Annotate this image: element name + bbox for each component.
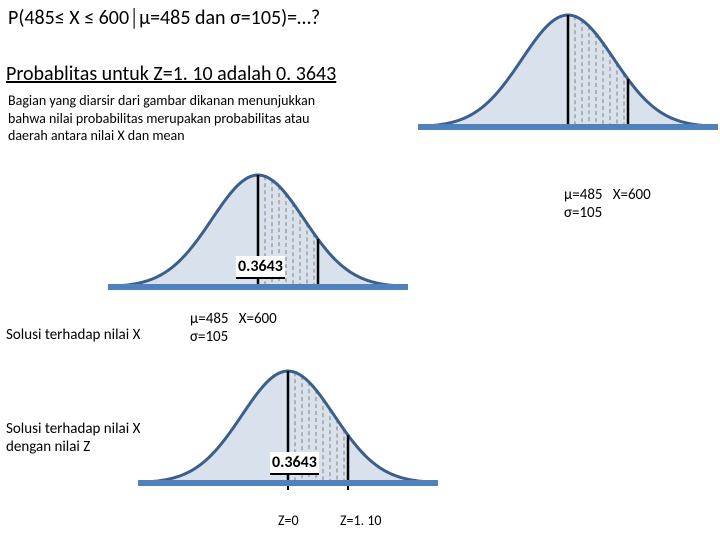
curve3-value-box: 0.3643 xyxy=(270,452,319,475)
curve2-sigma-label: σ=105 xyxy=(190,328,228,346)
curve2-mu-label: μ=485 X=600 xyxy=(190,310,277,328)
curve3-z0-label: Z=0 xyxy=(278,512,299,529)
description: Bagian yang diarsir dari gambar dikanan … xyxy=(8,92,348,145)
page-title: P(485≤ X ≤ 600│µ=485 dan σ=105)=…? xyxy=(8,6,320,30)
curve1-sigma-label: σ=105 xyxy=(564,204,602,222)
curve2-solution-label: Solusi terhadap nilai X xyxy=(6,326,140,344)
curve3-solution-label: Solusi terhadap nilai X dengan nilai Z xyxy=(6,420,140,456)
subtitle: Probablitas untuk Z=1. 10 adalah 0. 3643 xyxy=(6,62,336,86)
bell-curve-1 xyxy=(418,0,718,134)
curve1-mu-label: μ=485 X=600 xyxy=(564,186,651,204)
curve3-z1-label: Z=1. 10 xyxy=(340,512,382,529)
curve2-value-box: 0.3643 xyxy=(236,256,285,279)
